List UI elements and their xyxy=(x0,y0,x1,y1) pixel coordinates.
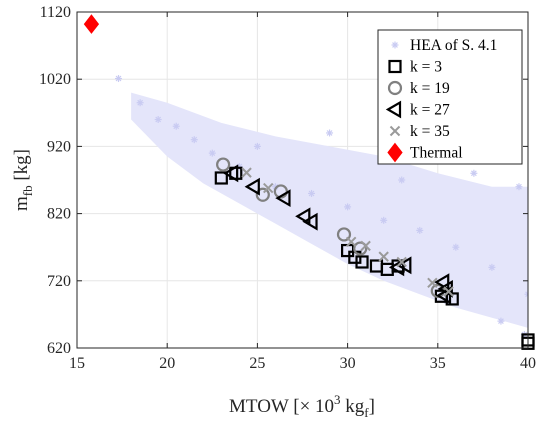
y-tick-label: 920 xyxy=(47,138,71,155)
x-tick-label: 25 xyxy=(249,355,265,372)
legend-label-k-3: k = 3 xyxy=(410,59,442,76)
hea-point xyxy=(154,116,162,124)
legend-marker-k-19 xyxy=(387,80,403,96)
x-axis-label: MTOW [× 103 kgf] xyxy=(229,392,375,420)
plot-frame xyxy=(76,11,529,349)
hea-point xyxy=(416,226,424,234)
hea-point xyxy=(380,216,388,224)
point-k-35 xyxy=(360,240,371,252)
hea-point xyxy=(114,75,122,83)
y-tick-label: 820 xyxy=(47,206,71,223)
x-tick-label: 35 xyxy=(430,355,446,372)
point-k-35 xyxy=(241,167,252,178)
hea-point xyxy=(524,290,528,298)
y-tick-label: 1020 xyxy=(39,71,71,88)
point-k-35 xyxy=(427,277,438,289)
point-k-27 xyxy=(295,207,311,226)
hea-point xyxy=(344,203,352,211)
x-tick-label: 40 xyxy=(520,355,536,372)
hea-point xyxy=(488,263,496,271)
legend-label-thermal: Thermal xyxy=(410,145,463,162)
hea-point xyxy=(398,176,406,184)
legend-marker-k-3 xyxy=(388,59,402,74)
legend-label-hea-of-s-4-1: HEA of S. 4.1 xyxy=(410,37,497,54)
hea-cloud xyxy=(114,75,528,339)
point-k-27 xyxy=(302,212,318,231)
point-k-35 xyxy=(443,286,454,297)
point-k-35 xyxy=(346,236,357,248)
hea-point xyxy=(497,317,505,325)
hea-point xyxy=(515,183,523,191)
y-tick-label: 1120 xyxy=(40,4,71,21)
hea-point xyxy=(136,99,144,107)
legend-box xyxy=(377,29,523,165)
x-tick-label: 30 xyxy=(340,355,356,372)
point-k-27 xyxy=(396,256,412,275)
point-k-35 xyxy=(396,256,407,268)
hea-point xyxy=(172,122,180,130)
y-axis-label: mfb [kg] xyxy=(11,149,35,211)
y-tick-label: 620 xyxy=(47,340,71,357)
point-k-35 xyxy=(263,182,274,194)
x-tick-label: 20 xyxy=(159,355,175,372)
point-k-19 xyxy=(336,227,352,242)
y-tick-label: 720 xyxy=(47,273,71,290)
hea-point xyxy=(208,149,216,157)
point-k-35 xyxy=(378,251,389,262)
hea-point xyxy=(190,136,198,144)
hea-point xyxy=(253,142,261,150)
point-k-19 xyxy=(255,187,270,202)
point-k-27 xyxy=(275,189,291,208)
point-k-19 xyxy=(353,241,368,256)
point-k-19 xyxy=(216,157,231,172)
legend: HEA of S. 4.1 k = 3 k = 19 k = 27 k = 35 Ther… xyxy=(377,29,523,165)
hea-point xyxy=(308,189,316,197)
point-k-3 xyxy=(355,255,369,269)
axes: 15 20 25 30 35 40 620 720 820 920 1020 1120 xyxy=(39,4,536,372)
legend-label-k-35: k = 35 xyxy=(410,123,450,140)
legend-marker-k-27 xyxy=(385,100,402,119)
hea-point xyxy=(452,243,460,251)
hea-point xyxy=(326,129,334,137)
legend-marker-hea-of-s-4-1 xyxy=(391,41,399,49)
point-thermal xyxy=(83,14,100,34)
legend-marker-thermal xyxy=(387,142,403,163)
hea-cloud-band xyxy=(131,92,528,328)
legend-label-k-27: k = 27 xyxy=(410,102,450,119)
point-k-27 xyxy=(434,273,450,292)
legend-marker-k-35 xyxy=(389,125,401,137)
legend-label-k-19: k = 19 xyxy=(410,80,450,97)
point-k-27 xyxy=(435,286,452,305)
hea-point xyxy=(470,169,478,177)
point-k-3 xyxy=(214,171,228,185)
x-tick-label: 15 xyxy=(69,355,85,372)
point-k-27 xyxy=(222,164,239,183)
point-k-27 xyxy=(244,177,260,196)
